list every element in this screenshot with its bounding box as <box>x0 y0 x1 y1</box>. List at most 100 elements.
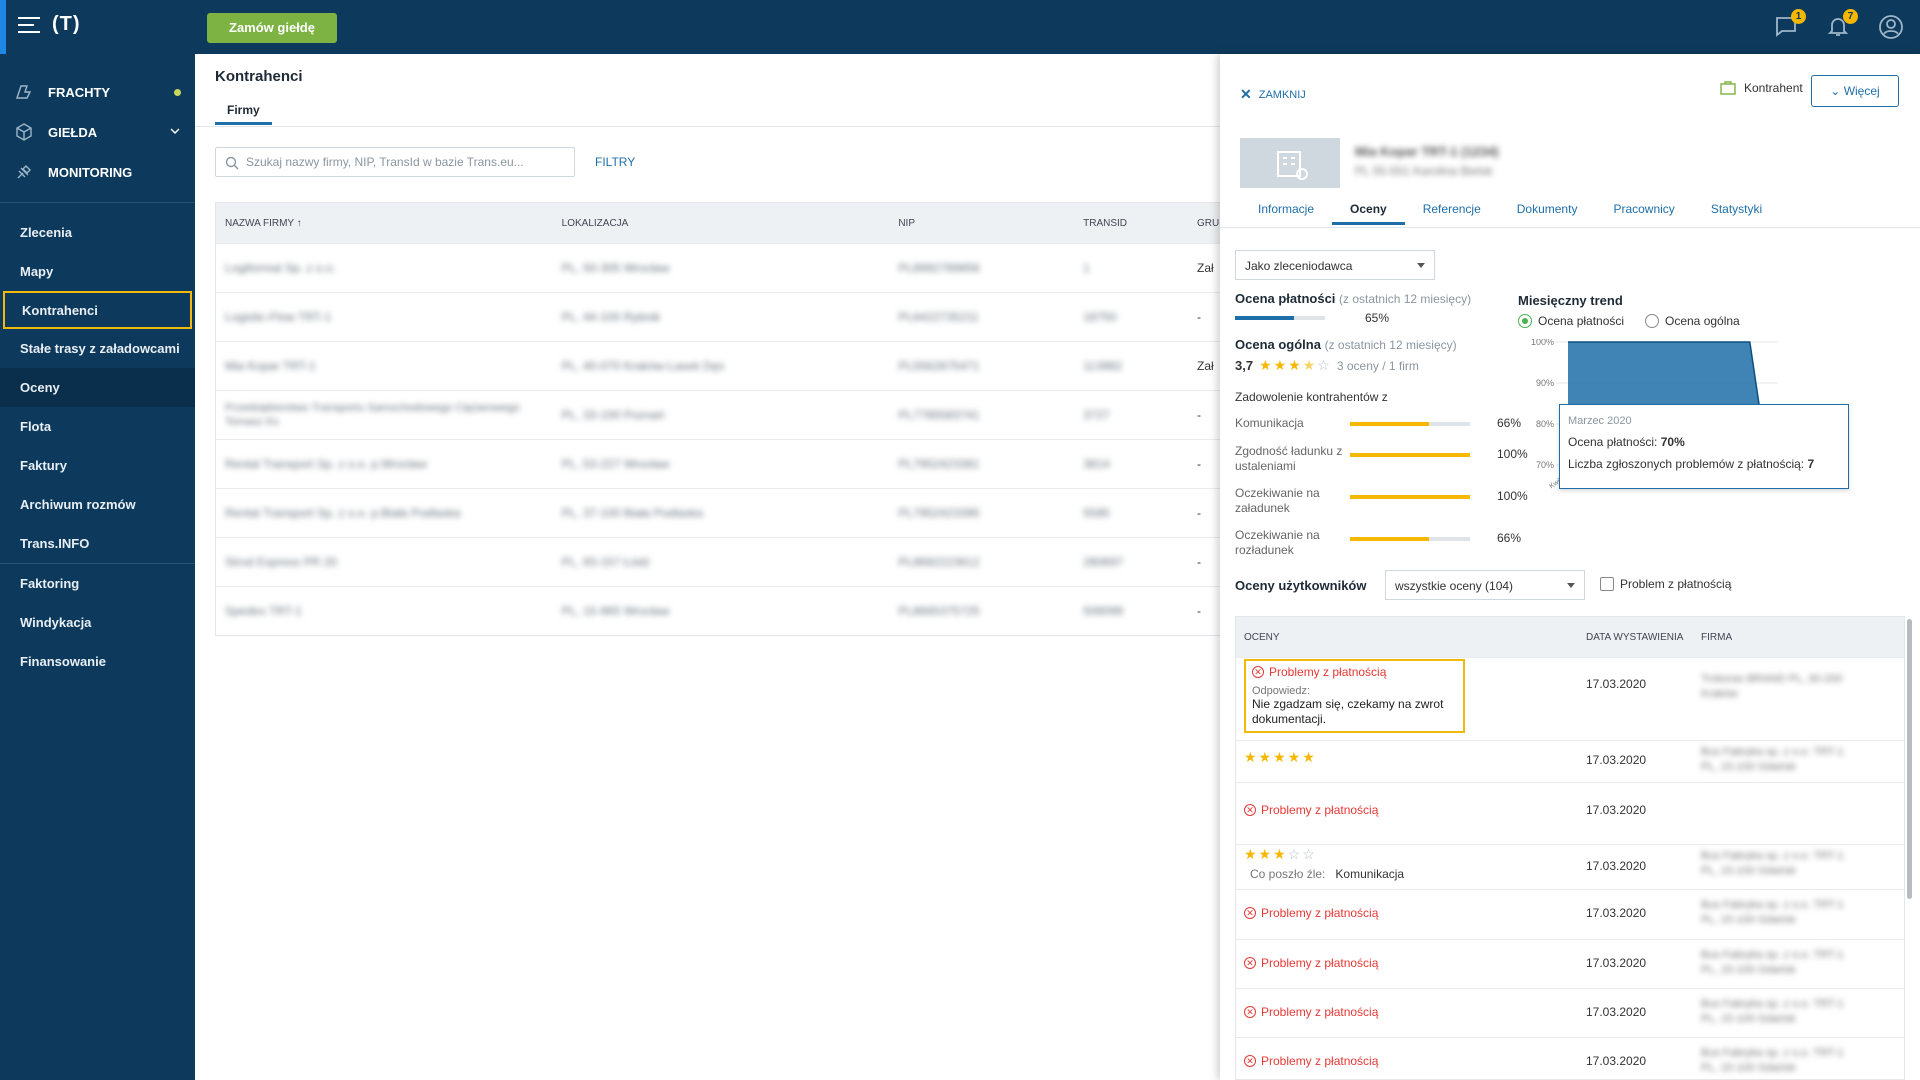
sidebar-item-windykacja[interactable]: Windykacja <box>20 615 92 630</box>
table-row[interactable]: Spedex TRT-1 PL, 15-965 Wrocław PL86653757… <box>216 586 1220 635</box>
ratings-scrollbar[interactable] <box>1907 619 1912 899</box>
rating-row[interactable]: ✕ Problemy z płatnością 17.03.2020 Bus Fa… <box>1236 988 1904 1037</box>
company-address: PL 55-551 Karolina Bielsk <box>1355 164 1493 178</box>
satisfaction-label: Oczekiwanie na załadunek <box>1235 486 1320 515</box>
rating-row[interactable]: ★★★★★ 17.03.2020 Bus Fabryka sp. z o.o. … <box>1236 740 1904 782</box>
app-logo[interactable]: (T) <box>52 13 81 35</box>
sidebar-item-label: MONITORING <box>48 164 133 180</box>
messages-badge: 1 <box>1791 9 1806 24</box>
tooltip-problems-value: 7 <box>1807 457 1815 471</box>
response-label: Odpowiedz: <box>1252 685 1311 697</box>
table-row[interactable]: Logiformat Sp. z o.o. PL, 50-305 Wrocław P… <box>216 243 1220 292</box>
payment-problem-text: Problemy z płatnością <box>1261 803 1379 817</box>
payment-rating-hint: (z ostatnich 12 miesięcy) <box>1339 292 1472 306</box>
sidebar-item-monitoring[interactable]: MONITORING <box>0 152 195 192</box>
page-header: Kontrahenci Firmy <box>195 54 1220 127</box>
column-header-name[interactable]: NAZWA FIRMY ↑ <box>225 217 302 229</box>
sidebar-main-nav: FRACHTY GIEŁDA MONITORING <box>0 54 195 203</box>
table-row[interactable]: Logistic-Flow TRT-1 PL, 44-100 Rybnik PL64… <box>216 292 1220 341</box>
column-header-location[interactable]: LOKALIZACJA <box>561 217 629 229</box>
company-location: PL, 15-965 Wrocław <box>561 604 670 618</box>
radio-unchecked-icon <box>1645 314 1659 328</box>
company-nip: PL8992789856 <box>898 261 980 275</box>
role-select[interactable]: Jako zleceniodawca <box>1235 250 1435 280</box>
company-location: PL, 93-157 Łódź <box>561 555 650 569</box>
tab-statystyki[interactable]: Statystyki <box>1710 202 1763 216</box>
tab-referencje[interactable]: Referencje <box>1422 202 1481 216</box>
tab-dokumenty[interactable]: Dokumenty <box>1516 202 1578 216</box>
table-row[interactable]: Przedsiębiorstwo Transportu Samochodoweg… <box>216 390 1220 439</box>
table-row[interactable]: Rental Transport Sp. z o.o. p.Wrocław PL,… <box>216 439 1220 488</box>
table-row[interactable]: Mia Kopar TRT-1 PL, 40-070 Kraków-Lasek D… <box>216 341 1220 390</box>
y-tick-label: 80% <box>1536 419 1554 429</box>
sidebar-item-finansowanie[interactable]: Finansowanie <box>20 654 106 669</box>
company-group: - <box>1197 310 1202 324</box>
sidebar-item-oceny[interactable]: Oceny <box>0 368 195 407</box>
ratings-filter-select[interactable]: wszystkie oceny (104) <box>1385 570 1585 600</box>
contractor-status[interactable]: Kontrahent <box>1720 81 1803 95</box>
sidebar-item-frachty[interactable]: FRACHTY <box>0 72 195 112</box>
table-row[interactable]: Rental Transport Sp. z o.o. p.Biała Podl… <box>216 488 1220 537</box>
menu-icon[interactable] <box>18 17 40 35</box>
company-name: Przedsiębiorstwo Transportu Samochodoweg… <box>225 402 520 428</box>
satisfaction-percent: 100% <box>1497 447 1528 461</box>
sidebar-item-faktury[interactable]: Faktury <box>20 458 67 473</box>
rating-cell: ✕ Problemy z płatnością <box>1236 890 1586 939</box>
rating-row[interactable]: ✕ Problemy z płatnością 17.03.2020 Bus Fa… <box>1236 939 1904 988</box>
table-row[interactable]: Strod Express PR 20 PL, 93-157 Łódź PL8682… <box>216 537 1220 586</box>
sidebar-item-archiwum-rozmow[interactable]: Archiwum rozmów <box>20 497 136 512</box>
rating-stars: ★★★★★ <box>1244 749 1317 765</box>
tab-oceny[interactable]: Oceny <box>1332 202 1405 225</box>
payment-problem-text: Problemy z płatnością <box>1269 665 1387 679</box>
payment-problem-checkbox[interactable]: Problem z płatnością <box>1600 577 1731 591</box>
highlighted-rating: ✕ Problemy z płatnością Odpowiedz: Nie zg… <box>1244 659 1465 733</box>
filters-link[interactable]: FILTRY <box>595 155 636 169</box>
rating-row[interactable]: ✕ Problemy z płatnością 17.03.2020 <box>1236 782 1904 844</box>
rating-row[interactable]: ✕ Problemy z płatnością Odpowiedz: Nie zg… <box>1236 657 1904 740</box>
search-input[interactable] <box>246 152 566 172</box>
sidebar-item-stale-trasy[interactable]: Stałe trasy z załadowcami <box>20 341 180 356</box>
chevron-down-icon[interactable] <box>169 125 181 137</box>
user-avatar-button[interactable] <box>1878 14 1904 40</box>
went-wrong: Co poszło źle: Komunikacja <box>1244 867 1586 881</box>
sidebar-item-kontrahenci[interactable]: Kontrahenci <box>3 291 192 329</box>
payment-rating-fill <box>1235 316 1294 320</box>
rating-date: 17.03.2020 <box>1586 859 1647 873</box>
payment-problem-text: Problemy z płatnością <box>1261 1005 1379 1019</box>
sidebar-item-gielda[interactable]: GIEŁDA <box>0 112 195 152</box>
satisfaction-fill <box>1350 537 1430 541</box>
rating-cell: ✕ Problemy z płatnością <box>1236 1038 1586 1079</box>
sidebar-item-faktoring[interactable]: Faktoring <box>20 576 80 591</box>
order-exchange-button[interactable]: Zamów giełdę <box>207 13 337 43</box>
sidebar-item-zlecenia[interactable]: Zlecenia <box>20 225 73 240</box>
notifications-button[interactable]: 7 <box>1826 9 1858 40</box>
column-header-transid[interactable]: TRANSID <box>1083 217 1128 229</box>
tab-firmy[interactable]: Firmy <box>215 103 272 125</box>
company-nip: PL6422735211 <box>898 310 979 324</box>
radio-payment[interactable]: Ocena płatności <box>1518 314 1624 328</box>
went-wrong-value: Komunikacja <box>1335 867 1405 881</box>
rating-stars: ★★★★☆ <box>1259 357 1332 373</box>
satisfaction-label: Komunikacja <box>1235 416 1304 430</box>
sidebar-item-flota[interactable]: Flota <box>20 419 52 434</box>
radio-overall[interactable]: Ocena ogólna <box>1645 314 1740 328</box>
messages-button[interactable]: 1 <box>1774 9 1806 40</box>
tab-pracownicy[interactable]: Pracownicy <box>1613 202 1675 216</box>
rating-row[interactable]: ★★★☆☆ Co poszło źle: Komunikacja 17.03.2… <box>1236 844 1904 889</box>
rating-cell: ✕ Problemy z płatnością <box>1236 783 1586 844</box>
bell-icon <box>1827 18 1849 36</box>
close-panel-button[interactable]: ✕ ZAMKNIJ <box>1240 86 1306 103</box>
tab-informacje[interactable]: Informacje <box>1258 202 1315 216</box>
more-button[interactable]: ⌄ Więcej <box>1811 75 1899 107</box>
sidebar-item-mapy[interactable]: Mapy <box>20 264 54 279</box>
sidebar-item-trans-info[interactable]: Trans.INFO <box>20 536 90 551</box>
rating-row[interactable]: ✕ Problemy z płatnością 17.03.2020 Bus Fa… <box>1236 1037 1904 1079</box>
cube-icon <box>16 123 32 141</box>
table-header: NAZWA FIRMY ↑ LOKALIZACJA NIP TRANSID GR… <box>216 203 1220 243</box>
error-circle-icon: ✕ <box>1252 666 1264 678</box>
column-header-group[interactable]: GRU <box>1197 217 1220 229</box>
search-box[interactable] <box>215 147 575 177</box>
column-header-nip[interactable]: NIP <box>898 217 915 229</box>
rating-row[interactable]: ✕ Problemy z płatnością 17.03.2020 Bus Fa… <box>1236 889 1904 939</box>
company-group: Zał <box>1197 261 1214 275</box>
